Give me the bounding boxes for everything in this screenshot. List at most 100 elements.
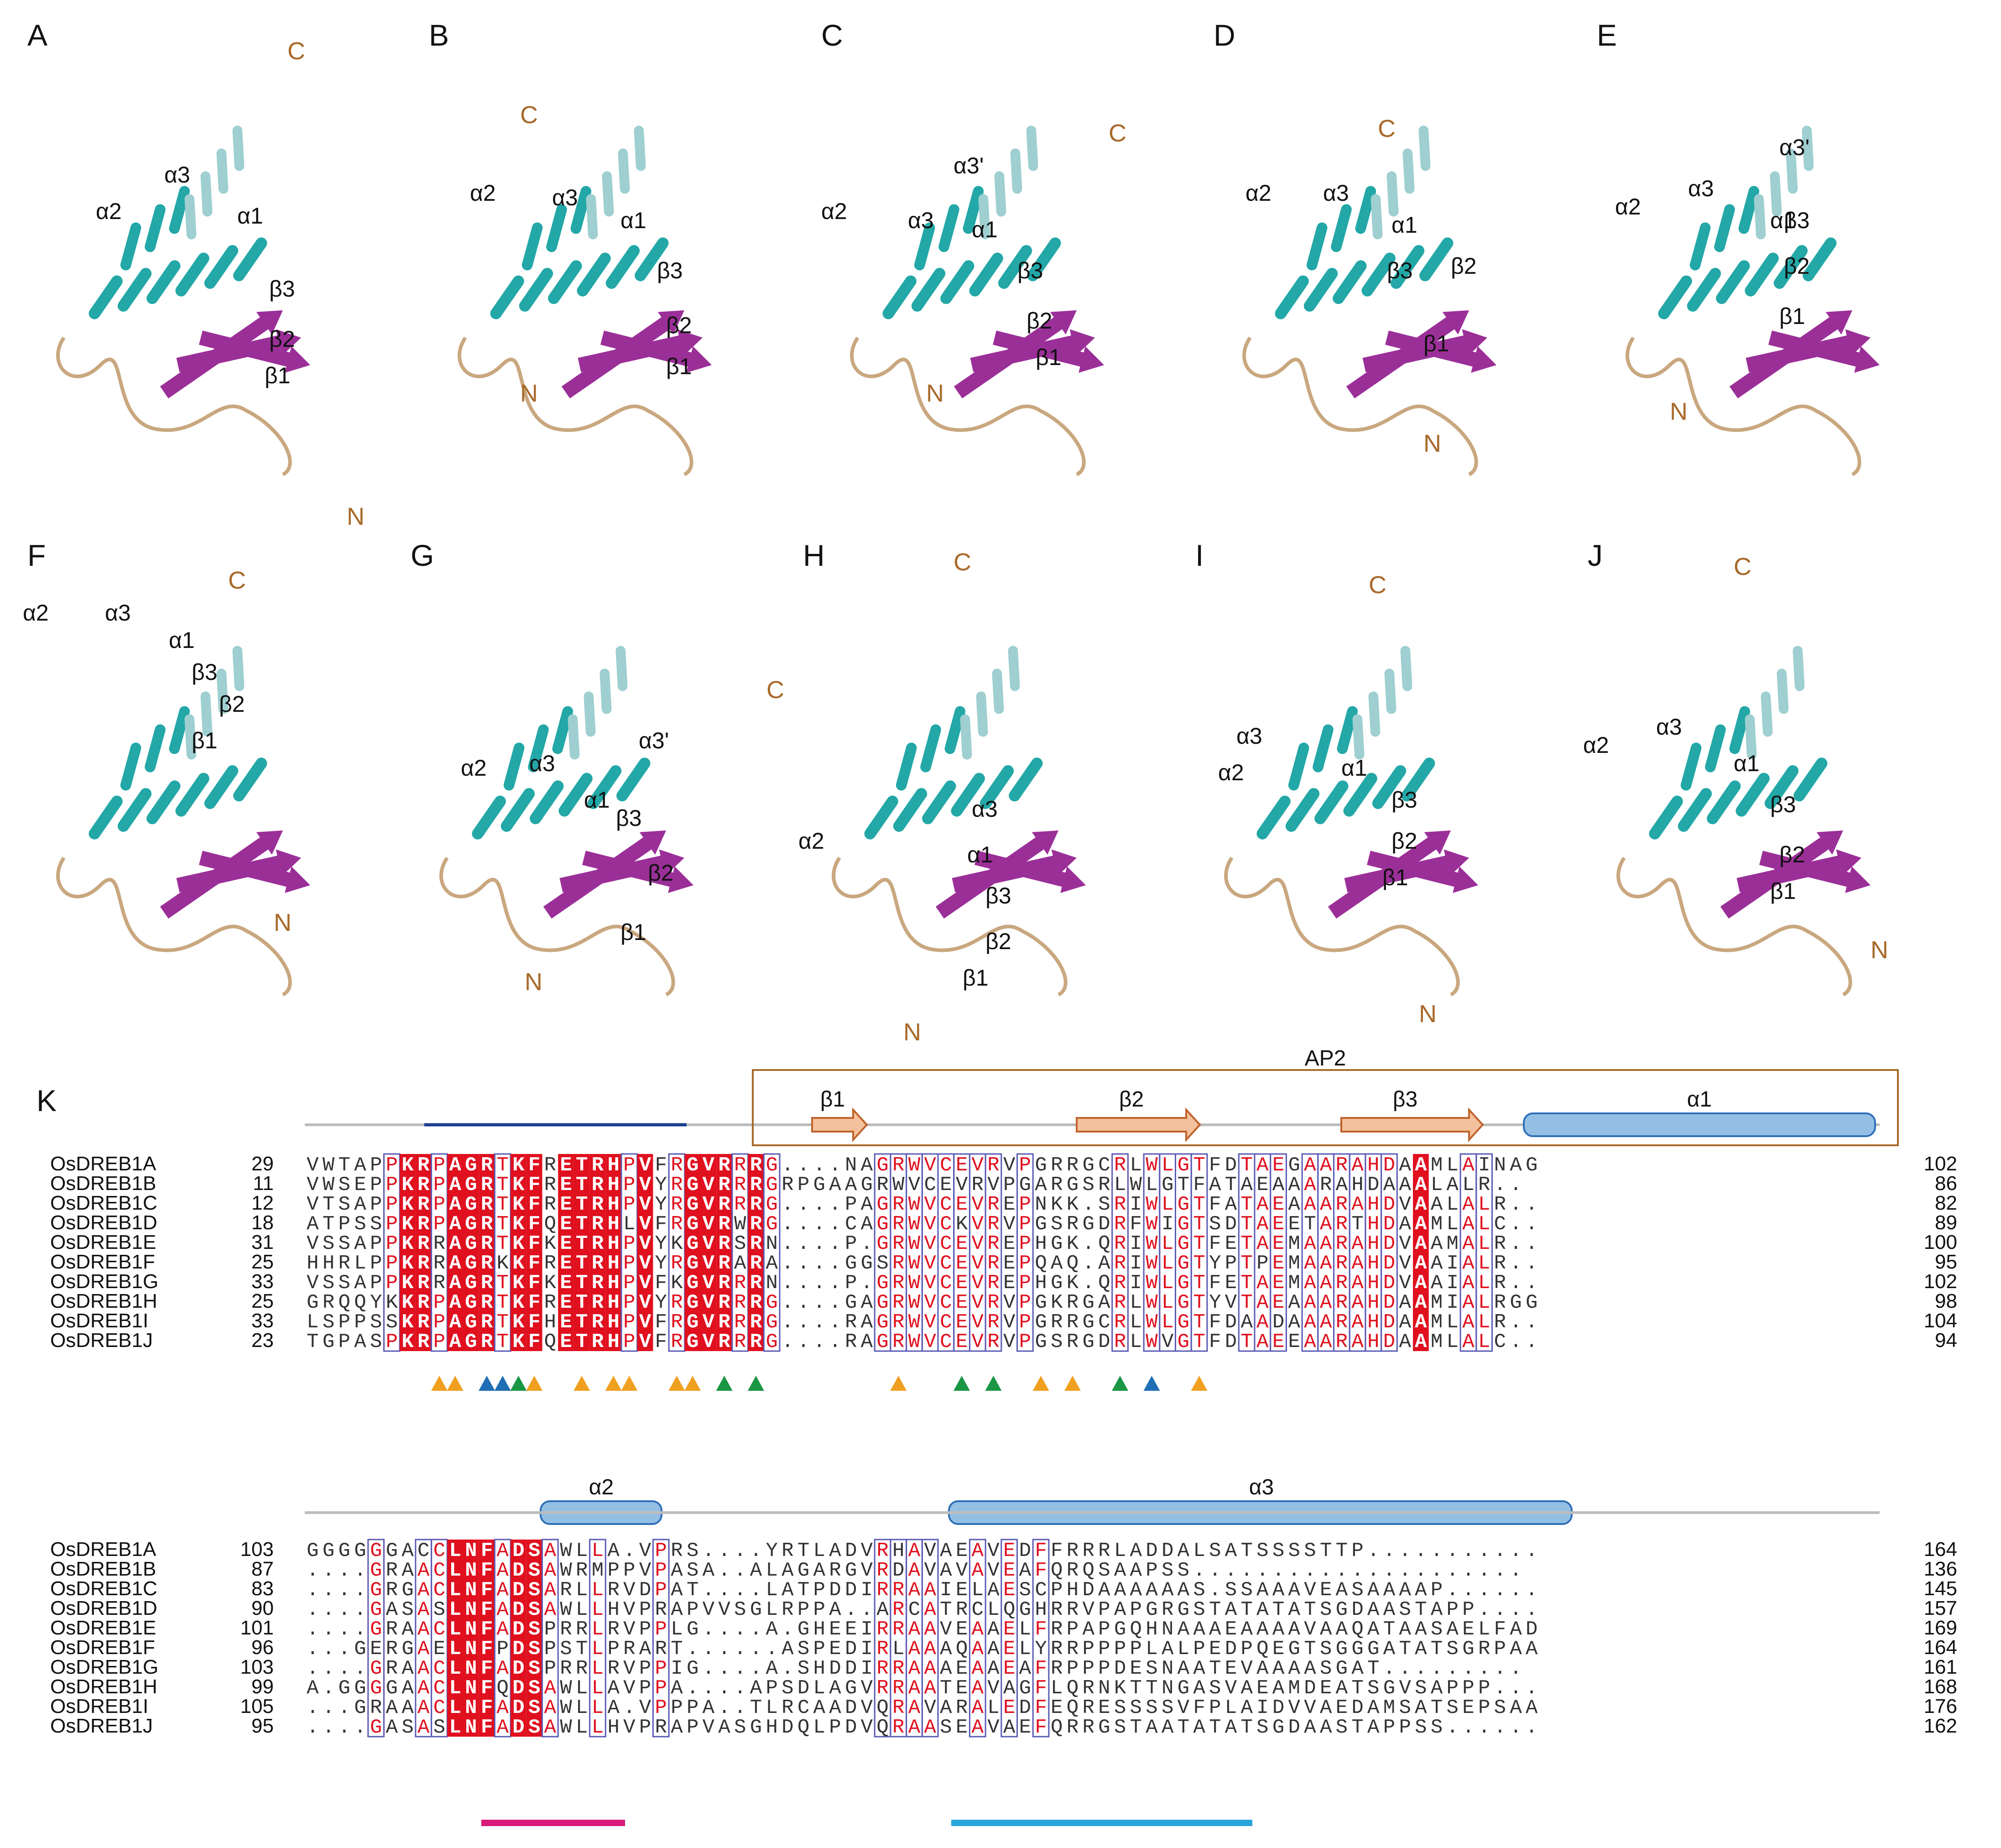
residue: G	[861, 1252, 873, 1275]
residue-marker	[1112, 1376, 1129, 1391]
terminus-n: N	[347, 503, 365, 530]
residue: H	[607, 1311, 619, 1334]
residue: .	[861, 1272, 873, 1295]
residue: L	[1162, 1232, 1173, 1255]
residue: A	[782, 1559, 794, 1582]
residue: V	[1003, 1311, 1016, 1334]
residue: S	[354, 1213, 366, 1236]
residue: .	[323, 1559, 334, 1582]
residue: V	[307, 1272, 319, 1295]
residue: R	[544, 1154, 556, 1177]
residue: G	[1178, 1154, 1189, 1177]
residue: L	[1447, 1193, 1459, 1216]
residue: N	[465, 1677, 477, 1700]
residue: P	[544, 1618, 556, 1641]
identity-column	[589, 1154, 606, 1351]
residue: T	[1193, 1331, 1205, 1353]
alpha-helix	[1337, 706, 1358, 754]
residue: V	[703, 1716, 715, 1739]
terminus-n: N	[1419, 1000, 1437, 1028]
alpha-helix	[1333, 260, 1367, 304]
residue: P	[845, 1272, 857, 1295]
residue: A	[1320, 1272, 1332, 1295]
terminus-c: C	[1734, 553, 1751, 580]
alpha-helix	[1735, 773, 1770, 817]
residue: R	[576, 1618, 588, 1641]
identity-column	[511, 1154, 526, 1351]
residue: E	[560, 1252, 572, 1275]
beta-strand	[582, 851, 693, 893]
residue: A	[307, 1213, 319, 1236]
residue: I	[1130, 1232, 1142, 1255]
residue: G	[876, 1193, 888, 1216]
ss-label: β3	[1770, 792, 1796, 817]
terminus-n: N	[1670, 398, 1688, 425]
residue: R	[417, 1232, 430, 1255]
structure-panel-E: Eα3'α2α3α1β3β2β1CN	[1597, 18, 1880, 476]
sequence-name: OsDREB1J	[50, 1715, 153, 1737]
residue: .	[1082, 1232, 1094, 1255]
residue: A	[1114, 1598, 1126, 1621]
residue: A	[1336, 1579, 1348, 1602]
alpha-helix	[893, 788, 928, 832]
residue: S	[1304, 1540, 1316, 1562]
alpha-helix	[117, 267, 152, 312]
residue: A	[1415, 1272, 1427, 1295]
residue: .	[829, 1272, 841, 1295]
residue: A	[1193, 1677, 1205, 1700]
residue: V	[972, 1291, 984, 1314]
residue: W	[892, 1174, 905, 1196]
residue: R	[671, 1154, 683, 1177]
residue: D	[1098, 1331, 1110, 1353]
residue: R	[1067, 1598, 1079, 1621]
residue: Q	[1051, 1716, 1063, 1739]
alpha-helix-extension	[1418, 125, 1431, 171]
identity-column	[479, 1154, 495, 1351]
alpha-helix-extension	[618, 148, 630, 194]
residue: A	[861, 1331, 873, 1353]
residue: L	[1162, 1311, 1173, 1334]
residue: W	[734, 1213, 746, 1236]
residue: N	[465, 1559, 477, 1582]
residue: P	[813, 1638, 825, 1660]
residue: A	[908, 1540, 921, 1562]
residue: G	[1098, 1716, 1110, 1739]
residue: V	[924, 1154, 936, 1177]
beta-strand	[1385, 330, 1496, 373]
beta-strand	[974, 851, 1086, 893]
residue: .	[623, 1697, 635, 1719]
residue: I	[671, 1657, 683, 1680]
residue: Q	[1256, 1638, 1268, 1660]
residue: .	[829, 1252, 841, 1275]
residue: F	[481, 1716, 493, 1739]
residue: R	[1082, 1697, 1094, 1719]
residue: R	[417, 1174, 430, 1196]
residue: .	[718, 1618, 730, 1641]
residue: N	[465, 1618, 477, 1641]
residue: L	[307, 1311, 318, 1334]
residue: T	[307, 1331, 318, 1353]
residue: A	[876, 1598, 889, 1621]
residue: R	[987, 1311, 999, 1334]
residue: D	[1272, 1311, 1284, 1334]
residue: A	[1510, 1154, 1522, 1177]
residue: A	[1304, 1272, 1316, 1295]
alpha-helix-extension	[1754, 194, 1766, 240]
residue: T	[1178, 1174, 1189, 1196]
residue: A	[449, 1252, 461, 1275]
residue: G	[465, 1272, 477, 1295]
residue: H	[607, 1154, 619, 1177]
sequence-name: OsDREB1J	[50, 1329, 153, 1352]
residue: P	[623, 1291, 635, 1314]
residue: P	[1114, 1638, 1126, 1660]
residue: A	[1019, 1657, 1032, 1680]
end-position: 157	[1924, 1597, 1957, 1619]
residue: V	[924, 1540, 936, 1562]
residue: .	[687, 1638, 698, 1660]
residue: P	[655, 1559, 667, 1582]
residue: P	[655, 1697, 667, 1719]
residue: A	[401, 1540, 414, 1562]
residue: P	[370, 1232, 382, 1255]
residue: T	[497, 1174, 509, 1196]
residue: P	[1098, 1618, 1110, 1641]
